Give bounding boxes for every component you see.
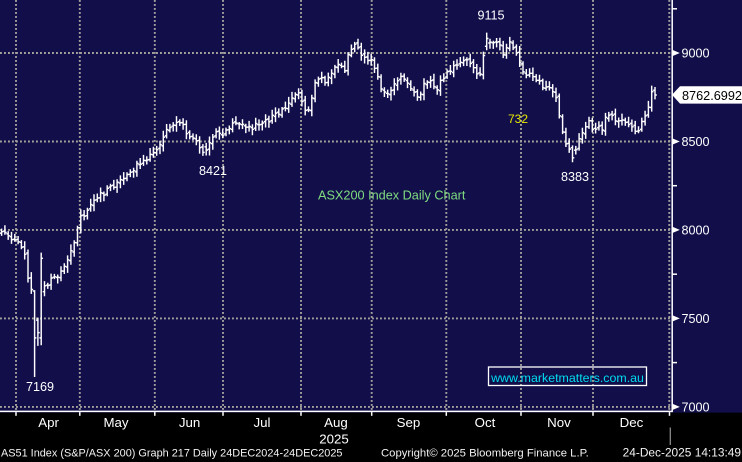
svg-text:24-Dec-2025 14:13:49: 24-Dec-2025 14:13:49 (623, 446, 742, 460)
svg-text:Aug: Aug (324, 415, 348, 430)
svg-text:7000: 7000 (682, 401, 710, 415)
svg-text:Jun: Jun (179, 415, 200, 430)
svg-text:7500: 7500 (682, 312, 710, 326)
svg-text:7169: 7169 (26, 380, 54, 394)
svg-text:Nov: Nov (547, 415, 571, 430)
svg-text:May: May (103, 415, 128, 430)
svg-text:www.marketmatters.com.au: www.marketmatters.com.au (490, 371, 644, 385)
svg-text:Oct: Oct (475, 415, 496, 430)
svg-text:ASX200 Index Daily Chart: ASX200 Index Daily Chart (318, 189, 466, 203)
svg-text:9000: 9000 (682, 47, 710, 61)
svg-text:9115: 9115 (477, 9, 504, 23)
svg-text:8762.6992: 8762.6992 (682, 89, 742, 103)
svg-text:Sep: Sep (397, 415, 421, 430)
svg-text:AS51 Index (S&P/ASX 200) Graph: AS51 Index (S&P/ASX 200) Graph 217 Daily… (1, 448, 342, 460)
svg-text:Jul: Jul (254, 415, 271, 430)
svg-text:732: 732 (508, 112, 528, 126)
svg-text:2025: 2025 (319, 432, 349, 447)
svg-text:8000: 8000 (682, 224, 710, 238)
svg-text:Apr: Apr (38, 415, 59, 430)
svg-text:8383: 8383 (561, 170, 589, 184)
svg-text:Copyright© 2025 Bloomberg Fina: Copyright© 2025 Bloomberg Finance L.P. (381, 448, 589, 460)
svg-text:Dec: Dec (620, 415, 644, 430)
svg-text:8421: 8421 (199, 164, 227, 178)
svg-text:8500: 8500 (682, 135, 710, 149)
